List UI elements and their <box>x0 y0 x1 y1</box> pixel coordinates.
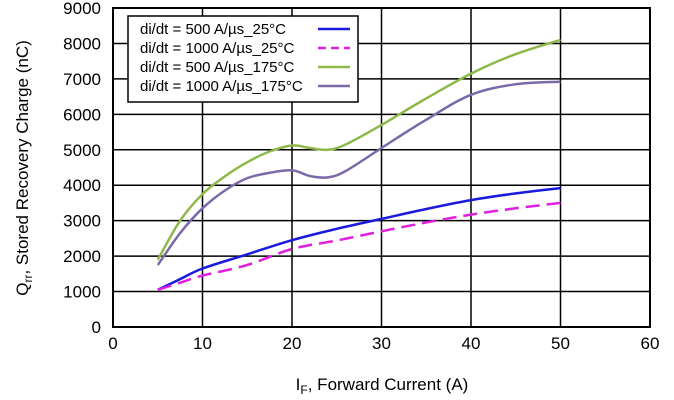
y-tick-label-6000: 6000 <box>63 105 101 124</box>
plot-frame <box>112 7 651 328</box>
y-tick-label-2000: 2000 <box>63 247 101 266</box>
y-axis-label-main: Q <box>13 283 32 296</box>
y-tick-label-1000: 1000 <box>63 283 101 302</box>
x-tick-label-20: 20 <box>283 334 302 353</box>
series-line-1 <box>157 186 561 291</box>
x-tick-label-10: 10 <box>193 334 212 353</box>
y-tick-label-8000: 8000 <box>63 34 101 53</box>
x-axis-label-main: I <box>296 375 301 394</box>
x-tick-label-60: 60 <box>641 334 660 353</box>
y-tick-label-5000: 5000 <box>63 141 101 160</box>
x-tick-label-40: 40 <box>462 334 481 353</box>
series-line-4 <box>156 80 561 266</box>
x-tick-label-30: 30 <box>372 334 391 353</box>
y-tick-label-7000: 7000 <box>63 70 101 89</box>
x-axis-label-sub: F <box>300 383 307 397</box>
legend-box <box>127 15 359 103</box>
x-axis-label-rest: , Forward Current (A) <box>308 375 469 394</box>
x-tick-label-0: 0 <box>108 334 117 353</box>
x-axis-label: IF, Forward Current (A) <box>296 375 469 397</box>
y-tick-label-9000: 9000 <box>63 0 101 18</box>
series-line-3 <box>156 38 561 261</box>
series-line-2 <box>157 201 561 291</box>
y-axis-label: Qrr, Stored Recovery Charge (nC) <box>13 40 35 296</box>
legend: di/dt = 500 A/µs_25°C di/dt = 1000 A/µs_2… <box>127 15 359 103</box>
legend-label-3: di/dt = 500 A/µs_175°C <box>140 59 294 76</box>
tick-labels: 0 10 20 30 40 50 60 0 1000 2000 3000 4000 5000 6000 70… <box>63 0 659 353</box>
legend-label-1: di/dt = 500 A/µs_25°C <box>140 21 286 38</box>
y-tick-label-4000: 4000 <box>63 176 101 195</box>
y-axis-label-rest: , Stored Recovery Charge (nC) <box>13 40 32 274</box>
legend-label-4: di/dt = 1000 A/µs_175°C <box>140 78 303 95</box>
y-axis-label-sub: rr <box>21 275 35 283</box>
y-tick-label-0: 0 <box>92 318 101 337</box>
series-layer <box>156 38 561 291</box>
y-tick-label-3000: 3000 <box>63 212 101 231</box>
x-tick-label-50: 50 <box>551 334 570 353</box>
legend-label-2: di/dt = 1000 A/µs_25°C <box>140 40 294 57</box>
